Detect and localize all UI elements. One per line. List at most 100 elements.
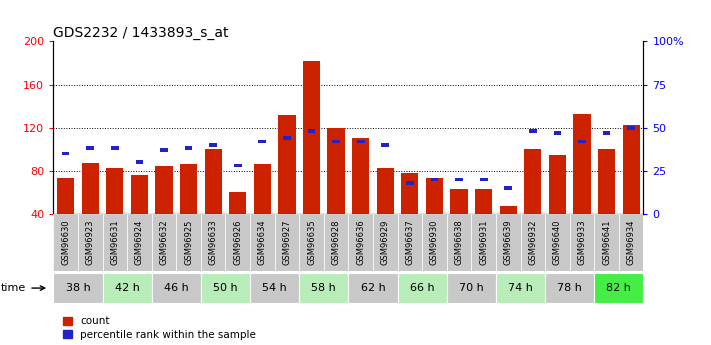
Bar — [53, 273, 102, 303]
Bar — [594, 273, 643, 303]
Bar — [151, 214, 176, 271]
Bar — [102, 214, 127, 271]
Bar — [201, 214, 225, 271]
Bar — [229, 193, 246, 214]
Text: 70 h: 70 h — [459, 283, 483, 293]
Bar — [545, 273, 594, 303]
Text: 46 h: 46 h — [164, 283, 188, 293]
Text: GSM96932: GSM96932 — [528, 220, 538, 265]
Text: 78 h: 78 h — [557, 283, 582, 293]
Bar — [381, 143, 389, 147]
Text: GSM96636: GSM96636 — [356, 219, 365, 265]
Bar — [225, 214, 250, 271]
Bar — [283, 136, 291, 140]
Text: GSM96635: GSM96635 — [307, 219, 316, 265]
Text: GSM96928: GSM96928 — [331, 220, 341, 265]
Bar — [554, 131, 561, 135]
Text: GSM96630: GSM96630 — [61, 219, 70, 265]
Text: 50 h: 50 h — [213, 283, 237, 293]
Text: GDS2232 / 1433893_s_at: GDS2232 / 1433893_s_at — [53, 26, 229, 40]
Text: 42 h: 42 h — [114, 283, 139, 293]
Text: 66 h: 66 h — [410, 283, 434, 293]
Text: GSM96633: GSM96633 — [208, 219, 218, 265]
Bar — [332, 140, 340, 143]
Bar — [160, 148, 168, 152]
Text: 74 h: 74 h — [508, 283, 533, 293]
Bar — [520, 214, 545, 271]
Bar — [357, 140, 365, 143]
Bar — [397, 214, 422, 271]
Bar — [205, 149, 222, 214]
Bar — [619, 214, 643, 271]
Bar — [82, 163, 99, 214]
Text: GSM96931: GSM96931 — [479, 220, 488, 265]
Bar — [303, 61, 320, 214]
Bar — [274, 214, 299, 271]
Bar — [447, 273, 496, 303]
Bar — [250, 214, 274, 271]
Bar — [422, 214, 447, 271]
Bar — [299, 214, 324, 271]
Bar — [102, 273, 151, 303]
Bar — [254, 164, 271, 214]
Text: GSM96639: GSM96639 — [503, 219, 513, 265]
Text: GSM96634: GSM96634 — [258, 219, 267, 265]
Bar — [594, 214, 619, 271]
Bar — [570, 214, 594, 271]
Bar — [156, 167, 173, 214]
Bar — [78, 214, 102, 271]
Bar — [524, 149, 541, 214]
Bar — [504, 186, 512, 190]
Bar — [328, 128, 345, 214]
Bar — [573, 114, 591, 214]
Bar — [278, 115, 296, 214]
Bar — [401, 173, 419, 214]
Bar — [480, 178, 488, 181]
Bar — [348, 273, 397, 303]
Bar — [259, 140, 266, 143]
Bar — [549, 155, 566, 214]
Bar — [324, 214, 348, 271]
Bar — [373, 214, 397, 271]
Text: GSM96924: GSM96924 — [135, 220, 144, 265]
Bar — [496, 273, 545, 303]
Bar — [623, 126, 640, 214]
Bar — [377, 168, 394, 214]
Bar — [529, 129, 537, 133]
Bar — [185, 147, 193, 150]
Bar — [299, 273, 348, 303]
Text: GSM96637: GSM96637 — [405, 219, 415, 265]
Bar — [127, 214, 151, 271]
Bar — [471, 214, 496, 271]
Bar — [151, 273, 201, 303]
Bar — [176, 214, 201, 271]
Text: 54 h: 54 h — [262, 283, 287, 293]
Text: GSM96641: GSM96641 — [602, 220, 611, 265]
Bar — [455, 178, 463, 181]
Bar — [201, 273, 250, 303]
Bar — [62, 152, 70, 155]
Bar — [406, 181, 414, 185]
Bar — [397, 273, 447, 303]
Bar — [598, 149, 615, 214]
Text: GSM96638: GSM96638 — [454, 219, 464, 265]
Text: GSM96925: GSM96925 — [184, 220, 193, 265]
Bar — [496, 214, 520, 271]
Text: GSM96933: GSM96933 — [577, 219, 587, 265]
Text: 58 h: 58 h — [311, 283, 336, 293]
Bar — [348, 214, 373, 271]
Bar — [111, 147, 119, 150]
Bar — [545, 214, 570, 271]
Bar — [131, 175, 148, 214]
Bar — [431, 178, 438, 181]
Text: GSM96934: GSM96934 — [626, 220, 636, 265]
Text: time: time — [1, 283, 45, 293]
Bar — [250, 273, 299, 303]
Bar — [578, 140, 586, 143]
Text: GSM96927: GSM96927 — [282, 220, 292, 265]
Bar — [180, 164, 197, 214]
Bar — [136, 160, 143, 164]
Bar — [57, 178, 74, 214]
Bar — [106, 168, 124, 214]
Text: GSM96929: GSM96929 — [381, 220, 390, 265]
